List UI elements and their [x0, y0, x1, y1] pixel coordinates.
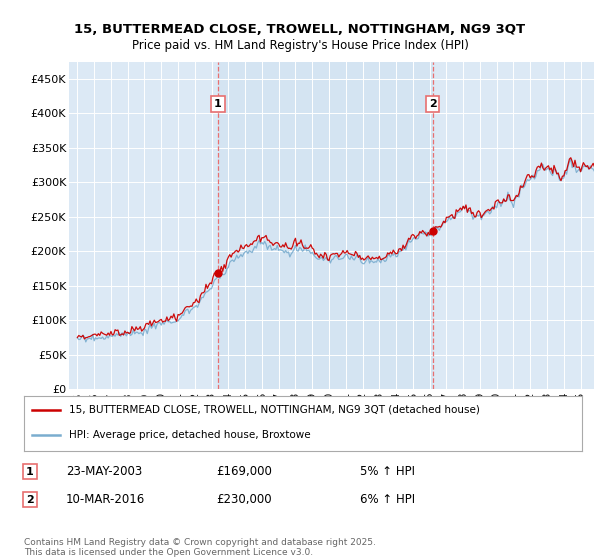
Text: HPI: Average price, detached house, Broxtowe: HPI: Average price, detached house, Brox… [68, 431, 310, 440]
Text: 2: 2 [429, 99, 437, 109]
Bar [218, 62, 433, 389]
Text: Contains HM Land Registry data © Crown copyright and database right 2025.
This d: Contains HM Land Registry data © Crown c… [24, 538, 376, 557]
Text: 15, BUTTERMEAD CLOSE, TROWELL, NOTTINGHAM, NG9 3QT: 15, BUTTERMEAD CLOSE, TROWELL, NOTTINGHA… [74, 24, 526, 36]
Text: 23-MAY-2003: 23-MAY-2003 [66, 465, 142, 478]
Text: Price paid vs. HM Land Registry's House Price Index (HPI): Price paid vs. HM Land Registry's House … [131, 39, 469, 52]
Text: 2: 2 [26, 494, 34, 505]
Text: 1: 1 [26, 466, 34, 477]
Text: £169,000: £169,000 [216, 465, 272, 478]
Text: £230,000: £230,000 [216, 493, 272, 506]
Text: 6% ↑ HPI: 6% ↑ HPI [360, 493, 415, 506]
Text: 5% ↑ HPI: 5% ↑ HPI [360, 465, 415, 478]
Text: 1: 1 [214, 99, 222, 109]
Text: 15, BUTTERMEAD CLOSE, TROWELL, NOTTINGHAM, NG9 3QT (detached house): 15, BUTTERMEAD CLOSE, TROWELL, NOTTINGHA… [68, 405, 479, 414]
Text: 10-MAR-2016: 10-MAR-2016 [66, 493, 145, 506]
